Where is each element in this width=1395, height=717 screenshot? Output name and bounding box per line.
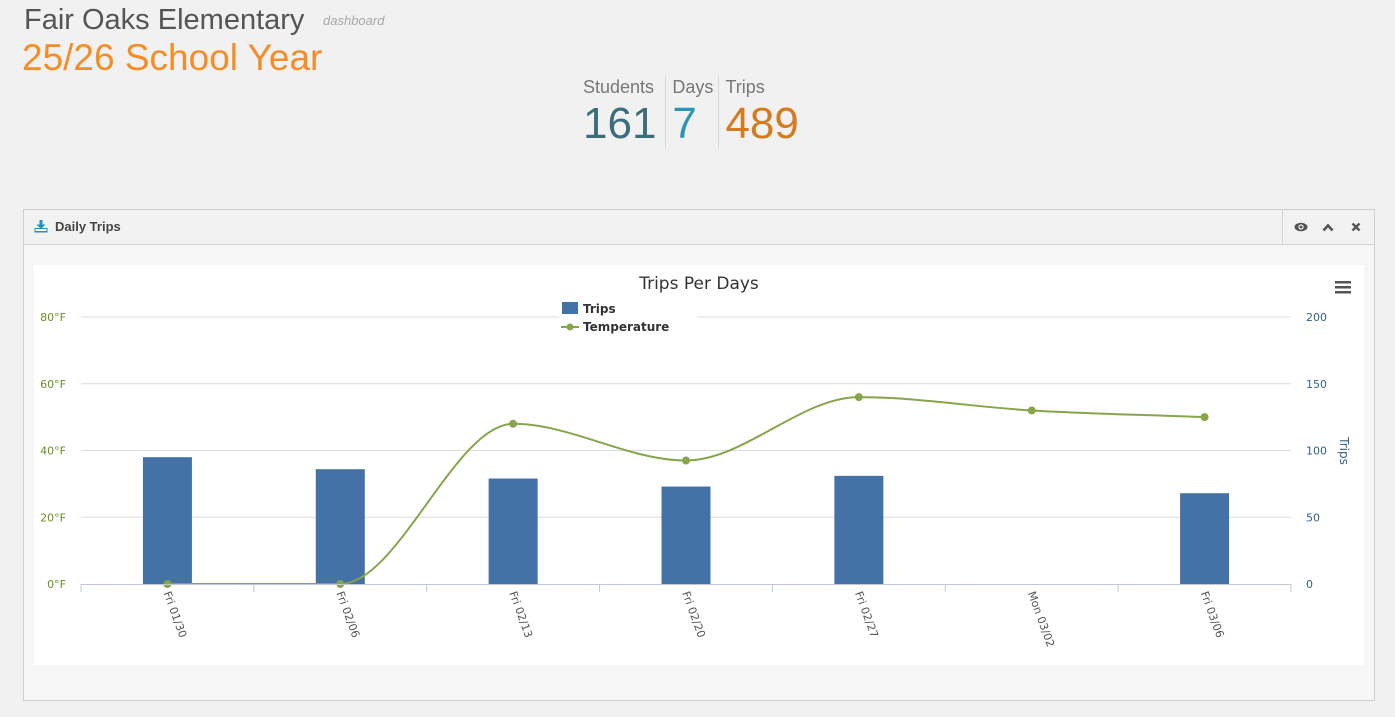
legend-trips-swatch — [562, 302, 578, 314]
school-year-title: 25/26 School Year — [22, 37, 323, 78]
x-axis-category-label: Fri 02/20 — [679, 590, 708, 640]
download-icon[interactable] — [34, 220, 48, 233]
x-axis-category-label: Fri 02/27 — [852, 590, 881, 640]
legend-temperature-marker — [566, 323, 574, 331]
widget-actions — [1282, 210, 1374, 244]
stat-days-value: 7 — [672, 99, 697, 148]
right-axis-tick-label: 100 — [1306, 445, 1327, 458]
legend-background — [559, 302, 697, 336]
left-axis-tick-label: 80°F — [40, 311, 66, 324]
x-axis-category-label: Fri 02/06 — [333, 590, 362, 640]
stat-students-label: Students — [583, 77, 655, 97]
chart-area: Trips Per Days 0°F 20°F 40°F 60°F 80°F 0 50 100… — [34, 265, 1364, 665]
temperature-point — [1027, 406, 1036, 415]
legend-temperature-label: Temperature — [583, 320, 669, 334]
left-axis-tick-label: 0°F — [47, 578, 66, 591]
stat-trips-value: 489 — [725, 99, 799, 148]
right-axis-tick-label: 50 — [1306, 511, 1320, 524]
stat-students-value: 161 — [583, 99, 657, 148]
trips-bar — [142, 457, 192, 584]
trips-bar — [661, 486, 711, 584]
eye-icon[interactable] — [1293, 219, 1309, 235]
chart-title: Trips Per Days — [638, 274, 759, 294]
temperature-point — [682, 456, 690, 465]
widget-title: Daily Trips — [55, 219, 121, 234]
school-name: Fair Oaks Elementary — [24, 4, 305, 36]
widget-header: Daily Trips — [24, 210, 1374, 245]
temperature-point — [1200, 413, 1209, 422]
trips-per-days-chart: Trips Per Days 0°F 20°F 40°F 60°F 80°F 0 50 100… — [40, 274, 1351, 649]
stat-trips: Trips 489 — [718, 76, 803, 149]
x-axis-category-label: Fri 02/13 — [506, 590, 535, 640]
stat-days-label: Days — [672, 77, 714, 97]
stats-summary: Students 161 Days 7 Trips 489 — [577, 76, 804, 149]
stat-trips-label: Trips — [725, 77, 765, 97]
stat-days: Days 7 — [665, 76, 718, 149]
x-axis-category-label: Fri 03/06 — [1198, 590, 1227, 640]
trips-bar — [488, 478, 538, 584]
trips-bar — [315, 469, 365, 584]
right-axis-tick-label: 150 — [1306, 378, 1327, 391]
temperature-point — [509, 419, 518, 428]
x-axis-category-label: Mon 03/02 — [1025, 590, 1057, 649]
left-axis-tick-label: 60°F — [40, 378, 66, 391]
left-axis-tick-label: 20°F — [40, 511, 66, 524]
chevron-up-icon[interactable] — [1320, 219, 1336, 235]
right-axis-tick-label: 200 — [1306, 311, 1327, 324]
right-axis-tick-label: 0 — [1306, 578, 1313, 591]
left-axis-tick-label: 40°F — [40, 445, 66, 458]
dashboard-label: dashboard — [323, 13, 385, 28]
daily-trips-widget: Daily Trips — [23, 209, 1375, 701]
trips-bar — [834, 475, 884, 584]
menu-icon[interactable] — [1334, 279, 1352, 295]
close-icon[interactable] — [1348, 219, 1364, 235]
temperature-point — [854, 393, 863, 402]
trips-bar — [1180, 493, 1230, 584]
legend-trips-label: Trips — [583, 302, 616, 316]
x-axis-category-label: Fri 01/30 — [161, 590, 190, 640]
right-axis-title: Trips — [1337, 436, 1351, 465]
widget-title-group: Daily Trips — [34, 219, 121, 234]
stat-students: Students 161 — [577, 76, 665, 149]
